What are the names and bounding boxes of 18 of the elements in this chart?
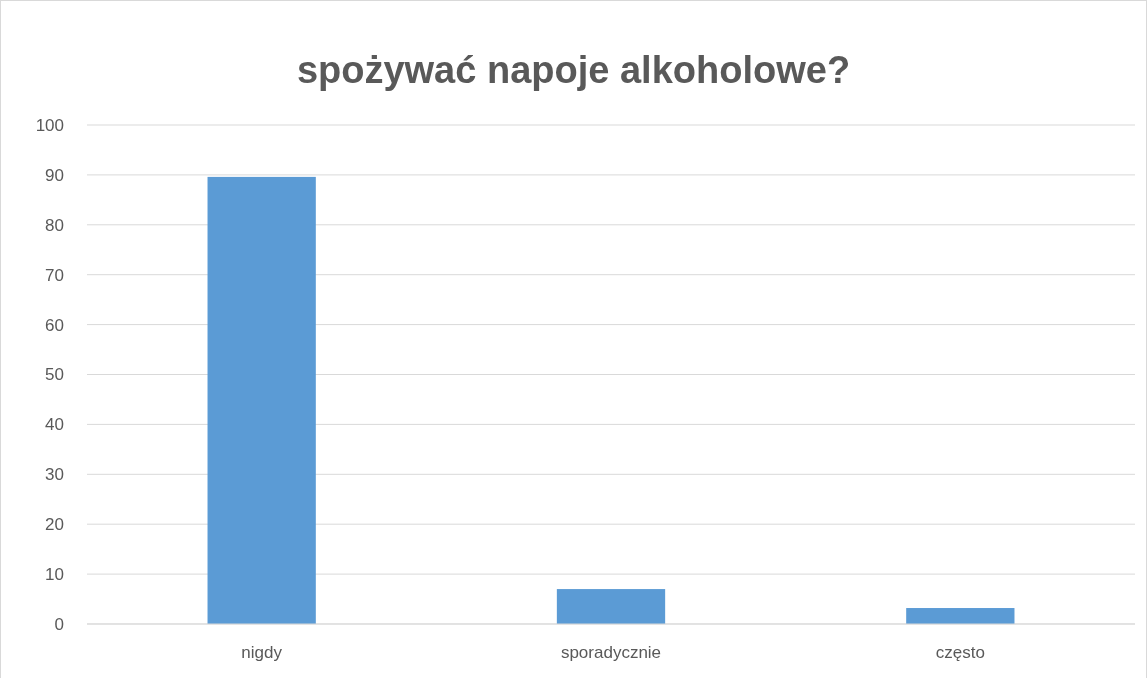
bar bbox=[207, 176, 316, 624]
x-tick-label: nigdy bbox=[241, 643, 283, 662]
y-tick-label: 100 bbox=[35, 115, 64, 135]
y-tick-label: 80 bbox=[45, 215, 64, 235]
y-tick-label: 60 bbox=[45, 315, 64, 335]
y-tick-label: 90 bbox=[45, 165, 64, 185]
y-tick-label: 30 bbox=[45, 465, 64, 485]
y-tick-label: 10 bbox=[45, 565, 64, 585]
chart-title: spożywać napoje alkoholowe? bbox=[296, 49, 851, 91]
y-tick-label: 20 bbox=[45, 515, 64, 535]
y-tick-label: 70 bbox=[45, 265, 64, 285]
x-tick-label: sporadycznie bbox=[560, 643, 662, 662]
y-tick-label: 40 bbox=[45, 415, 64, 435]
bar bbox=[906, 608, 1015, 624]
y-tick-label: 0 bbox=[54, 614, 64, 634]
y-tick-label: 50 bbox=[45, 365, 64, 385]
x-tick-label: często bbox=[935, 643, 985, 662]
bar bbox=[556, 589, 666, 624]
